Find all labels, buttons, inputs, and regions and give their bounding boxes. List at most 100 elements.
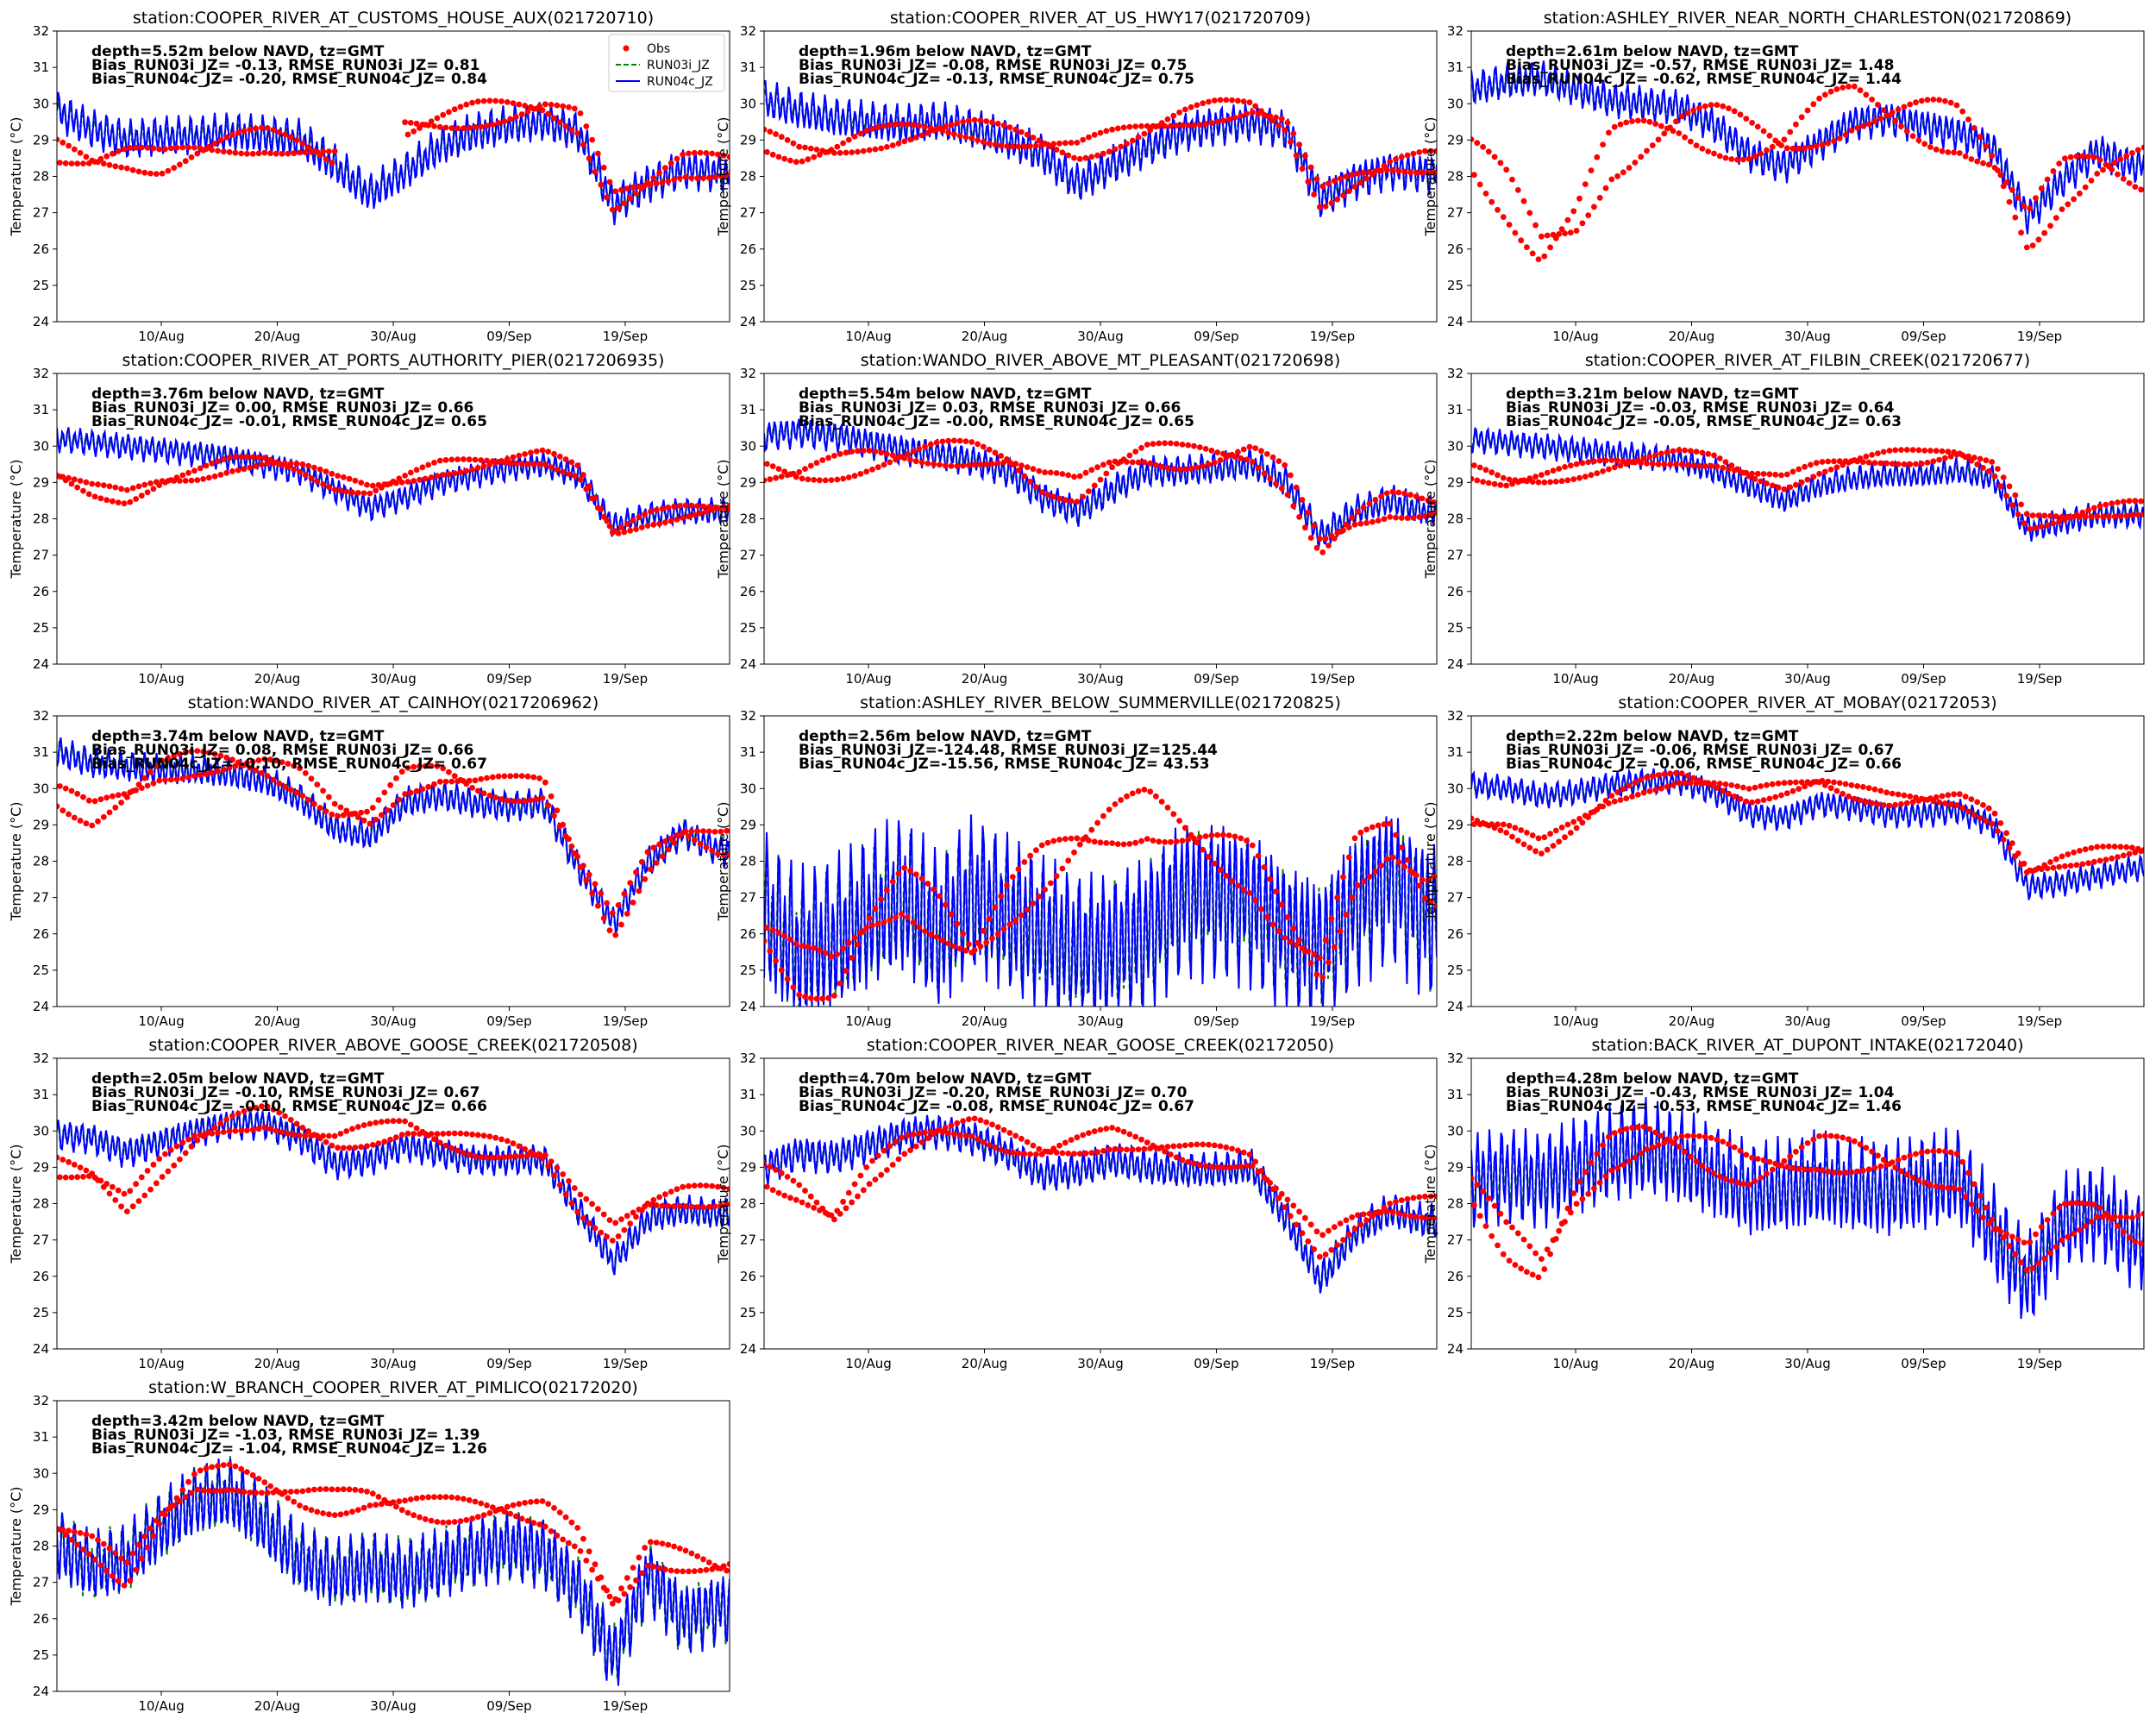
obs-point: [1097, 476, 1104, 483]
obs-point: [85, 1551, 92, 1558]
obs-point: [1038, 842, 1045, 849]
obs-point: [574, 1525, 581, 1531]
obs-point: [1655, 461, 1662, 467]
panel-title: station:COOPER_RIVER_AT_FILBIN_CREEK(021…: [1585, 351, 2030, 370]
obs-point: [951, 437, 957, 444]
obs-point: [1331, 178, 1338, 185]
stats-line: Bias_RUN03i_JZ= -0.57, RMSE_RUN03i_JZ= 1…: [1506, 57, 1894, 74]
obs-point: [966, 941, 972, 947]
x-tick-label: 09/Sep: [1901, 329, 1946, 344]
obs-point: [843, 1205, 849, 1212]
obs-point: [866, 1181, 873, 1188]
obs-point: [530, 461, 537, 467]
stats-line: depth=3.74m below NAVD, tz=GMT: [91, 728, 385, 745]
y-axis-label: Temperature (°C): [8, 1486, 24, 1606]
obs-point: [682, 502, 689, 509]
obs-point: [1909, 799, 1916, 806]
obs-point: [1600, 141, 1606, 148]
obs-point: [1968, 156, 1975, 162]
obs-point: [1965, 116, 1971, 122]
obs-point: [1509, 833, 1515, 840]
obs-point: [966, 117, 972, 124]
obs-point: [863, 128, 870, 135]
obs-point: [173, 144, 180, 151]
obs-point: [994, 121, 1001, 127]
obs-point: [1875, 102, 1881, 108]
obs-point: [162, 1511, 168, 1518]
obs-point: [2120, 499, 2127, 505]
obs-point: [1971, 1181, 1977, 1188]
obs-point: [270, 1106, 277, 1113]
obs-point: [1965, 808, 1971, 815]
obs-point: [226, 1461, 233, 1468]
obs-point: [387, 1136, 393, 1143]
obs-point: [156, 777, 163, 784]
obs-point: [542, 1523, 548, 1530]
stats-line: Bias_RUN04c_JZ= -0.00, RMSE_RUN04c_JZ= 0…: [799, 413, 1194, 430]
obs-point: [700, 1556, 706, 1563]
obs-point: [676, 503, 683, 509]
x-tick-label: 10/Aug: [845, 671, 891, 687]
obs-point: [440, 1519, 447, 1526]
obs-point: [2038, 185, 2045, 191]
obs-point: [680, 514, 686, 521]
obs-point: [656, 170, 662, 176]
obs-point: [2123, 512, 2130, 519]
obs-point: [349, 1509, 355, 1515]
obs-point: [1722, 459, 1729, 465]
obs-point: [688, 1203, 695, 1210]
obs-point: [1802, 783, 1808, 790]
obs-point: [305, 1128, 312, 1134]
y-tick-label: 26: [740, 1269, 756, 1284]
obs-point: [1539, 233, 1545, 240]
obs-point: [1827, 785, 1834, 792]
obs-point: [778, 474, 785, 480]
y-tick-label: 31: [33, 744, 49, 760]
obs-point: [1302, 1214, 1308, 1221]
obs-point: [1544, 469, 1551, 476]
obs-point: [1311, 523, 1317, 529]
obs-point: [644, 523, 651, 529]
obs-point: [1918, 461, 1925, 467]
obs-point: [156, 1521, 163, 1527]
x-tick-label: 30/Aug: [370, 1698, 416, 1714]
obs-point: [150, 1533, 157, 1539]
obs-point: [109, 793, 116, 800]
obs-point: [1524, 244, 1530, 250]
obs-point: [1106, 148, 1112, 155]
obs-point: [223, 1116, 230, 1123]
obs-point: [1696, 1132, 1702, 1139]
obs-point: [402, 1118, 408, 1125]
obs-point: [329, 1486, 335, 1493]
obs-point: [2050, 168, 2057, 174]
obs-point: [560, 821, 567, 828]
panel: station:WANDO_RIVER_AT_CAINHOY(021720696…: [8, 693, 730, 1029]
obs-point: [1141, 787, 1148, 793]
obs-point: [560, 1536, 567, 1543]
obs-point: [1401, 1212, 1408, 1218]
obs-point: [1833, 787, 1840, 794]
obs-point: [799, 475, 805, 482]
y-axis-label: Temperature (°C): [715, 1144, 731, 1264]
obs-point: [1100, 812, 1106, 819]
obs-point: [2096, 156, 2103, 163]
obs-point: [2033, 524, 2039, 531]
obs-point: [217, 1488, 224, 1494]
obs-point: [1781, 780, 1788, 787]
obs-point: [606, 179, 613, 185]
obs-point: [62, 160, 69, 166]
obs-point: [229, 467, 235, 474]
obs-point: [360, 1504, 367, 1511]
obs-point: [633, 869, 639, 875]
obs-point: [343, 1510, 350, 1516]
obs-point: [665, 505, 672, 511]
obs-point: [1833, 86, 1840, 92]
obs-point: [562, 1514, 569, 1521]
obs-point: [1520, 198, 1527, 204]
obs-point: [1903, 800, 1910, 806]
obs-point: [1284, 492, 1291, 498]
obs-point: [638, 524, 645, 530]
obs-point: [522, 1145, 528, 1152]
obs-point: [80, 794, 86, 800]
obs-point: [1903, 447, 1910, 453]
